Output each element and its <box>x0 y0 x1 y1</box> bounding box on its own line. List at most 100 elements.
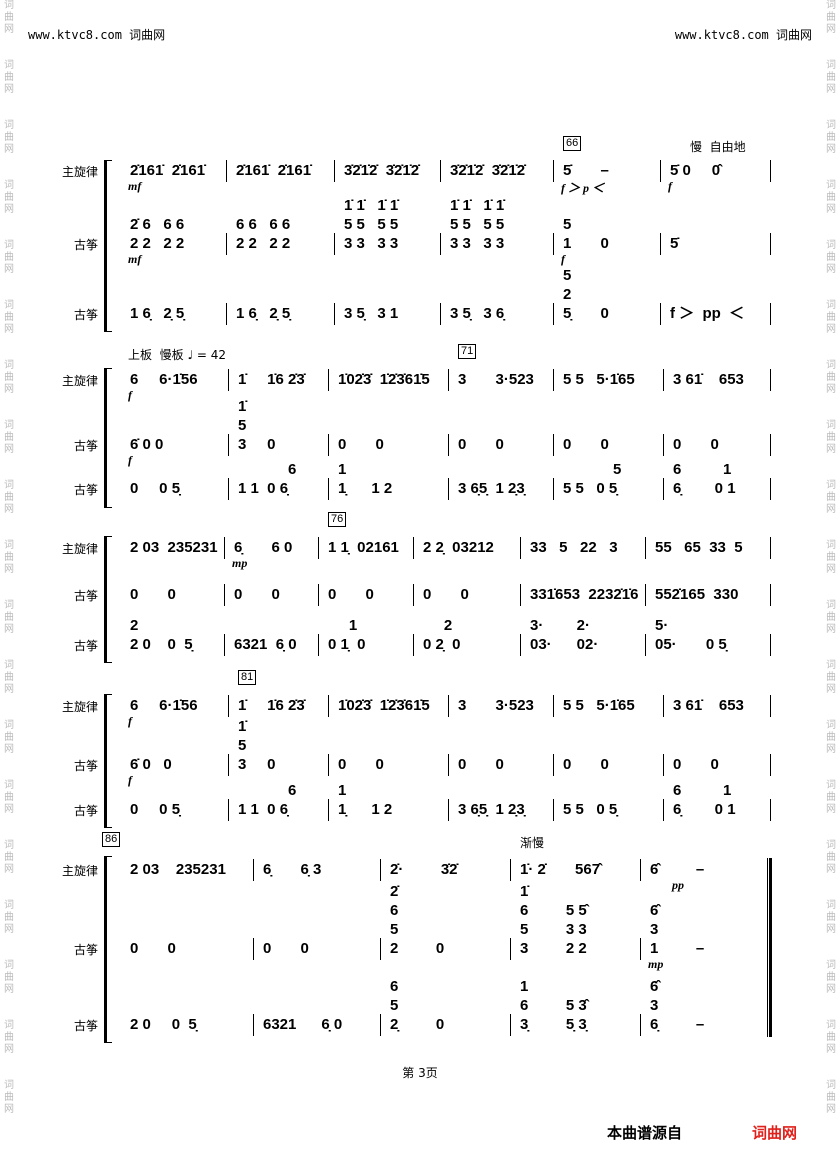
measure: 2 0 2̣ 0 <box>423 617 461 653</box>
measure: 1̇02̇3̇ 1̇2̇3̇61̇5 <box>338 371 430 388</box>
barline <box>645 537 646 559</box>
barline <box>448 478 449 500</box>
measure: 1̇ 1̇ 1̇ 1̇ 5 5 5 5 3 3 3 3 <box>344 197 399 252</box>
barline <box>318 537 319 559</box>
barline <box>224 537 225 559</box>
system-bracket <box>104 856 112 1043</box>
measure: 5̇ <box>670 235 679 252</box>
barline <box>660 160 661 182</box>
system-bracket <box>104 536 112 663</box>
staff-label: 古筝 <box>73 238 98 252</box>
barline <box>770 233 771 255</box>
measure: 331̇653 2232̇1̇6 <box>530 586 639 603</box>
measure: 3 6̣5̣ 1 2̣3̣ <box>458 480 525 497</box>
barline <box>226 303 227 325</box>
barline <box>328 478 329 500</box>
dynamic-marking: f <box>668 179 672 193</box>
barline <box>510 859 511 881</box>
measure: f ＞ pp ＜ <box>670 305 745 322</box>
measure: 1̇ 1̇ 1̇ 1̇ 5 5 5 5 3 3 3 3 <box>450 197 505 252</box>
rehearsal-mark: 71 <box>458 344 477 359</box>
measure: 6 1 6̣ 0 1 <box>673 782 736 818</box>
measure: 5 5 5·1̇65 <box>563 371 635 388</box>
staff-label: 主旋律 <box>61 542 98 556</box>
barline <box>645 584 646 606</box>
measure: 6 1 1 0 6̣ <box>238 782 297 818</box>
barline <box>328 369 329 391</box>
measure: 6̂ – <box>650 861 705 878</box>
measure: 0 0 <box>563 756 609 773</box>
measure: 2 2̣ 03212 <box>423 539 494 556</box>
barline <box>770 303 771 325</box>
barline <box>328 434 329 456</box>
barline <box>413 537 414 559</box>
header-left: www.ktvc8.com 词曲网 <box>28 28 166 42</box>
measure: 1 6̣ 2̣ 5̣ <box>130 305 185 322</box>
barline <box>318 634 319 656</box>
barline <box>224 584 225 606</box>
barline <box>334 160 335 182</box>
measure: 1 0 1̣ 0 <box>328 617 366 653</box>
barline <box>253 938 254 960</box>
measure: 5 2 5̣ 0 <box>563 267 609 322</box>
barline <box>228 695 229 717</box>
barline <box>448 434 449 456</box>
measure: 1̇· 2̇ 567̂ <box>520 861 601 878</box>
barline <box>663 695 664 717</box>
staff-label: 古筝 <box>73 483 98 497</box>
barline <box>660 233 661 255</box>
measure: 6̇ 0 0 <box>130 436 164 453</box>
barline <box>413 584 414 606</box>
dynamic-marking: f <box>561 252 565 266</box>
measure: 0 0 <box>130 940 176 957</box>
measure: 2 2 0 0 5̣ <box>130 617 193 653</box>
barline <box>510 938 511 960</box>
barline <box>663 434 664 456</box>
measure: 0 0 <box>563 436 609 453</box>
barline <box>228 434 229 456</box>
barline <box>663 799 664 821</box>
dynamic-marking: f <box>128 388 132 402</box>
measure: 3· 2· 03· 02· <box>530 617 599 653</box>
measure: 2 03 235231 <box>130 539 218 556</box>
barline <box>553 369 554 391</box>
barline <box>770 754 771 776</box>
page-number: 第 3页 <box>402 1066 438 1080</box>
barline <box>380 938 381 960</box>
barline <box>520 634 521 656</box>
measure: 1̇ 1̇6 2̇3̇ <box>238 697 305 714</box>
header-right: www.ktvc8.com 词曲网 <box>674 28 812 42</box>
tempo-marking: 上板 慢板 ♩ = 42 <box>128 348 227 362</box>
measure: 3 3·523 <box>458 371 534 388</box>
measure: 6 5 2̣ 0 <box>390 978 445 1033</box>
barline <box>553 695 554 717</box>
barline <box>770 537 771 559</box>
barline <box>663 754 664 776</box>
barline <box>770 799 771 821</box>
barline <box>660 303 661 325</box>
measure: 1 1̣ 1 2 <box>338 461 393 497</box>
measure: 6̣ 6 0 <box>234 539 293 556</box>
staff-label: 古筝 <box>73 308 98 322</box>
source-label: 本曲谱源自 <box>607 1124 683 1142</box>
dynamic-marking: f <box>128 453 132 467</box>
barline <box>640 859 641 881</box>
staff-label: 主旋律 <box>61 700 98 714</box>
measure: 6 6 6 6 2 2 2 2 <box>236 216 291 252</box>
barline <box>770 478 771 500</box>
measure: 6̂ 3 1 – <box>650 902 705 957</box>
watermark-left: 词 曲 网 词 曲 网 词 曲 网 词 曲 网 词 曲 网 词 曲 网 词 曲 … <box>4 0 14 1115</box>
measure: 0 0 <box>458 756 504 773</box>
barline <box>228 478 229 500</box>
barline <box>640 938 641 960</box>
measure: 6̂ 3 6̣ – <box>650 978 705 1033</box>
barline <box>770 584 771 606</box>
measure: 0 0 <box>130 586 176 603</box>
dynamic-marking: mf <box>128 252 142 266</box>
barline <box>770 369 771 391</box>
system-bracket <box>104 160 112 332</box>
barline <box>448 369 449 391</box>
watermark-right: 词 曲 网 词 曲 网 词 曲 网 词 曲 网 词 曲 网 词 曲 网 词 曲 … <box>826 0 836 1115</box>
measure: 0 0 <box>263 940 309 957</box>
staff-label: 古筝 <box>73 589 98 603</box>
